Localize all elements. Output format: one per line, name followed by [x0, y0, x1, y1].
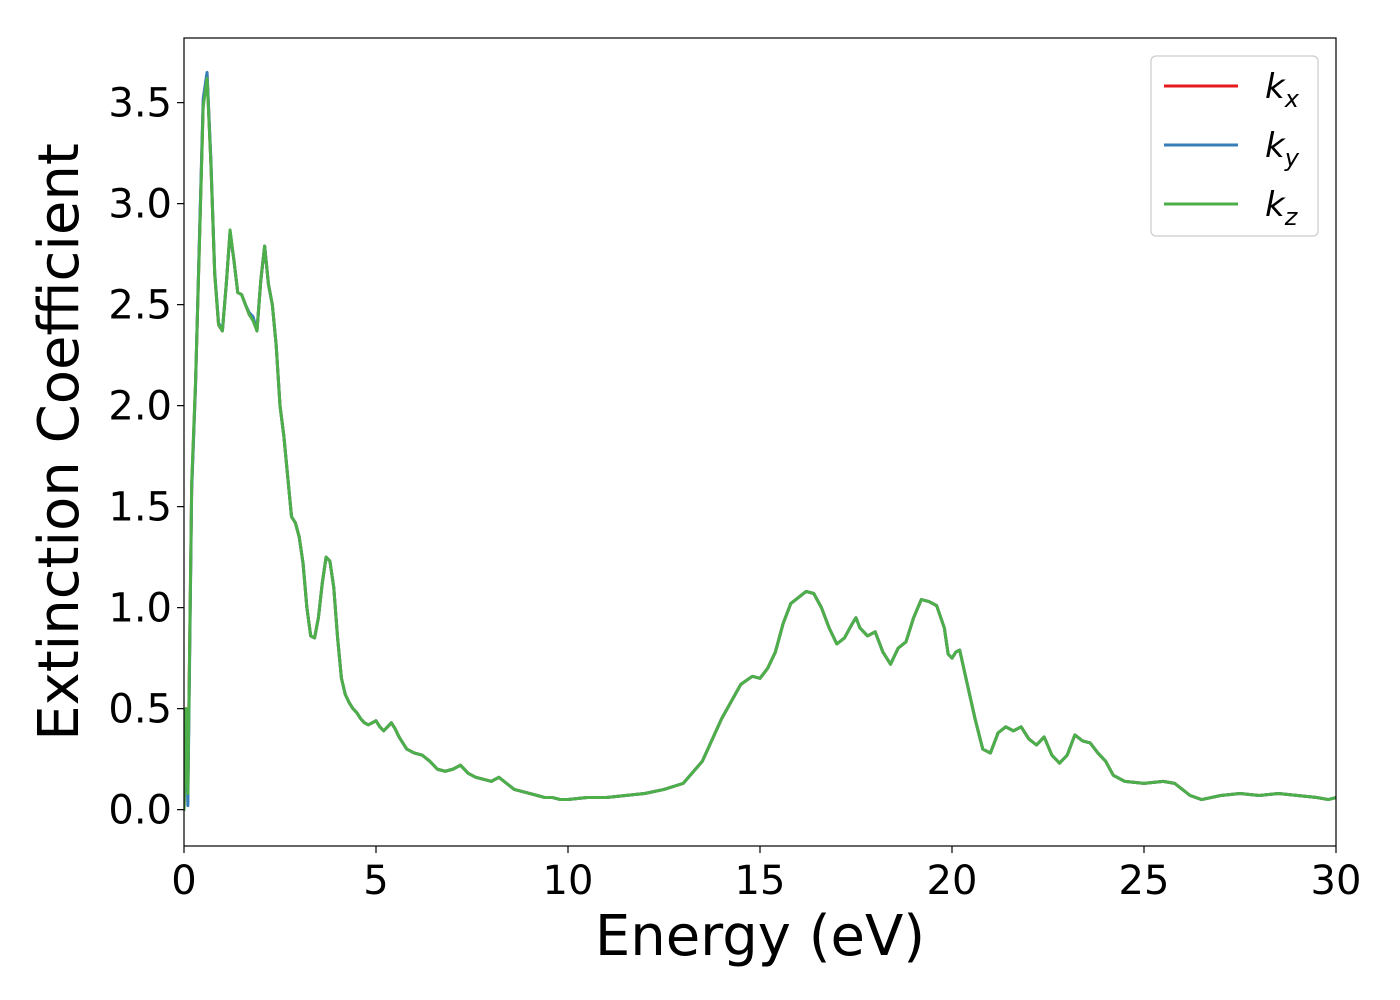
- y-tick-label: 2.0: [108, 384, 172, 430]
- x-tick-label: 10: [543, 858, 594, 904]
- y-tick-label: 1.0: [108, 586, 172, 632]
- x-tick-label: 25: [1119, 858, 1170, 904]
- x-tick-label: 15: [735, 858, 786, 904]
- legend-label-z: kz: [1265, 185, 1299, 231]
- y-tick-label: 1.5: [108, 485, 172, 531]
- y-tick-label: 3.0: [108, 182, 172, 228]
- y-axis-title: Extinction Coefficient: [27, 143, 92, 741]
- x-axis-title: Energy (eV): [595, 904, 925, 969]
- x-tick-label: 0: [171, 858, 196, 904]
- legend: kx ky kz: [1150, 55, 1319, 237]
- y-tick-label: 0.0: [108, 788, 172, 834]
- x-tick-label: 5: [363, 858, 388, 904]
- y-tick-label: 2.5: [108, 283, 172, 329]
- y-axis-ticks: 0.0 0.5 1.0 1.5 2.0 2.5 3.0 3.5: [108, 81, 184, 834]
- legend-label-x: kx: [1265, 67, 1300, 113]
- series-layer: [184, 70, 1336, 812]
- y-tick-label: 3.5: [108, 81, 172, 127]
- series-line-z: [184, 76, 1336, 812]
- y-tick-label: 0.5: [108, 687, 172, 733]
- x-tick-label: 30: [1311, 858, 1362, 904]
- legend-label-y: ky: [1265, 126, 1300, 172]
- x-tick-label: 20: [927, 858, 978, 904]
- x-axis-ticks: 0 5 10 15 20 25 30: [171, 846, 1361, 904]
